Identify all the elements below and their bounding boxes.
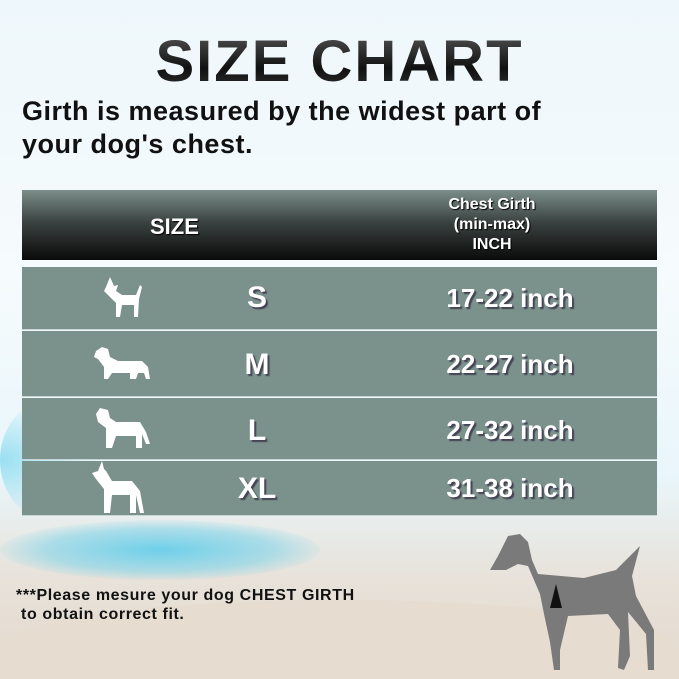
girth-value: 27-32 inch xyxy=(446,415,574,445)
note-line: ***Please mesure your dog CHEST GIRTH xyxy=(16,587,355,604)
mastiff-icon xyxy=(96,408,150,448)
girth-value: 17-22 inch xyxy=(446,283,574,313)
header-line: (min-max) xyxy=(453,216,531,233)
subtitle-line: Girth is measured by the widest part of xyxy=(22,96,542,126)
dog-measurement-illustration xyxy=(490,534,654,670)
header-size: SIZE xyxy=(150,214,199,239)
table-row: XL 31-38 inch xyxy=(22,461,657,516)
chihuahua-icon xyxy=(104,277,142,317)
size-label: L xyxy=(247,414,267,447)
dachshund-icon xyxy=(94,347,150,379)
note-line: to obtain correct fit. xyxy=(16,606,185,623)
header-chest-girth: Chest Girth (min-max) INCH xyxy=(377,195,607,255)
header-line: INCH xyxy=(472,236,512,253)
size-label: S xyxy=(246,281,267,314)
header-line: Chest Girth xyxy=(448,196,536,213)
page-title: SIZE CHART xyxy=(0,28,679,95)
subtitle: Girth is measured by the widest part of … xyxy=(22,95,662,161)
background-water xyxy=(0,520,320,580)
size-label: XL xyxy=(237,472,277,505)
table-row: S 17-22 inch xyxy=(22,267,657,330)
table-header: SIZE Chest Girth (min-max) INCH xyxy=(22,190,657,260)
table-row: M 22-27 inch xyxy=(22,331,657,397)
size-label: M xyxy=(244,348,270,381)
girth-value: 22-27 inch xyxy=(446,349,574,379)
girth-value: 31-38 inch xyxy=(446,473,574,503)
great-dane-icon xyxy=(92,461,144,513)
table-row: L 27-32 inch xyxy=(22,398,657,460)
subtitle-line: your dog's chest. xyxy=(22,129,253,159)
measurement-note: ***Please mesure your dog CHEST GIRTH to… xyxy=(16,586,496,624)
